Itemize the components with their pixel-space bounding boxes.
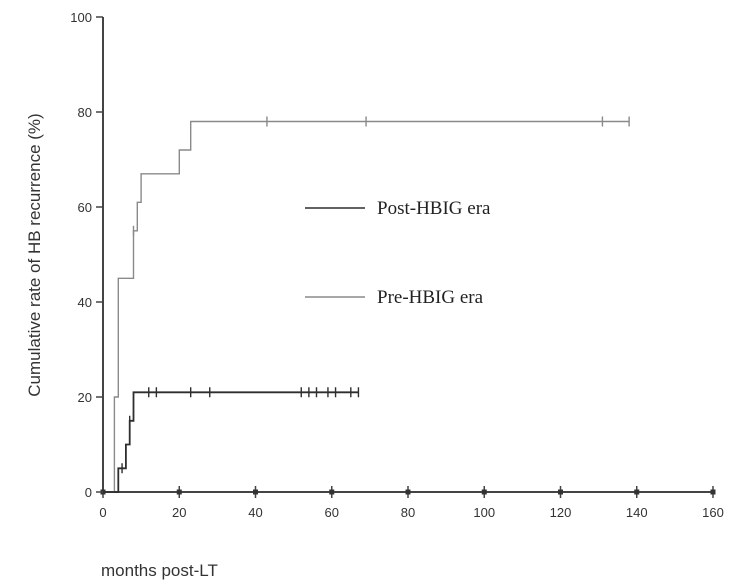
x-tick-label: 100 [473,505,495,520]
legend-entry-pre-hbig: Pre-HBIG era [305,287,484,308]
y-tick-label: 0 [85,485,92,500]
x-tick-dot [253,489,258,495]
y-ticks: 0 20 40 60 80 100 [70,10,103,500]
y-tick-label: 100 [70,10,92,25]
x-ticks: 0 20 40 60 80 100 120 140 160 [99,486,724,520]
series-layer [103,116,630,493]
y-tick-label: 40 [78,295,92,310]
y-tick-label: 20 [78,390,92,405]
series-pre-hbig-era [103,116,630,493]
legend-entry-post-hbig: Post-HBIG era [305,198,491,219]
x-tick-label: 20 [172,505,186,520]
x-tick-label: 80 [401,505,415,520]
x-tick-dot [176,489,182,495]
x-tick-dot [481,489,487,495]
axes [102,17,713,493]
x-tick-label: 40 [248,505,262,520]
series-line-pre-hbig-era [103,120,630,493]
legend-label-pre-hbig: Pre-HBIG era [377,287,484,308]
x-tick-dot [558,489,563,495]
x-tick-label: 0 [99,505,106,520]
x-tick-label: 120 [550,505,572,520]
legend: Post-HBIG era Pre-HBIG era [305,198,491,308]
y-axis-title: Cumulative rate of HB recurrence (%) [25,113,44,396]
series-post-hbig-era [103,387,360,493]
series-line-post-hbig-era [103,391,359,493]
y-tick-label: 60 [78,200,92,215]
x-axis-title: months post-LT [101,561,218,580]
x-tick-label: 140 [626,505,648,520]
y-tick-label: 80 [78,105,92,120]
x-tick-dot [405,489,411,495]
x-tick-dot [329,489,335,495]
x-tick-label: 60 [325,505,339,520]
legend-label-post-hbig: Post-HBIG era [377,198,491,219]
x-tick-dot [710,489,716,495]
x-tick-dot [634,489,640,495]
x-tick-label: 160 [702,505,724,520]
